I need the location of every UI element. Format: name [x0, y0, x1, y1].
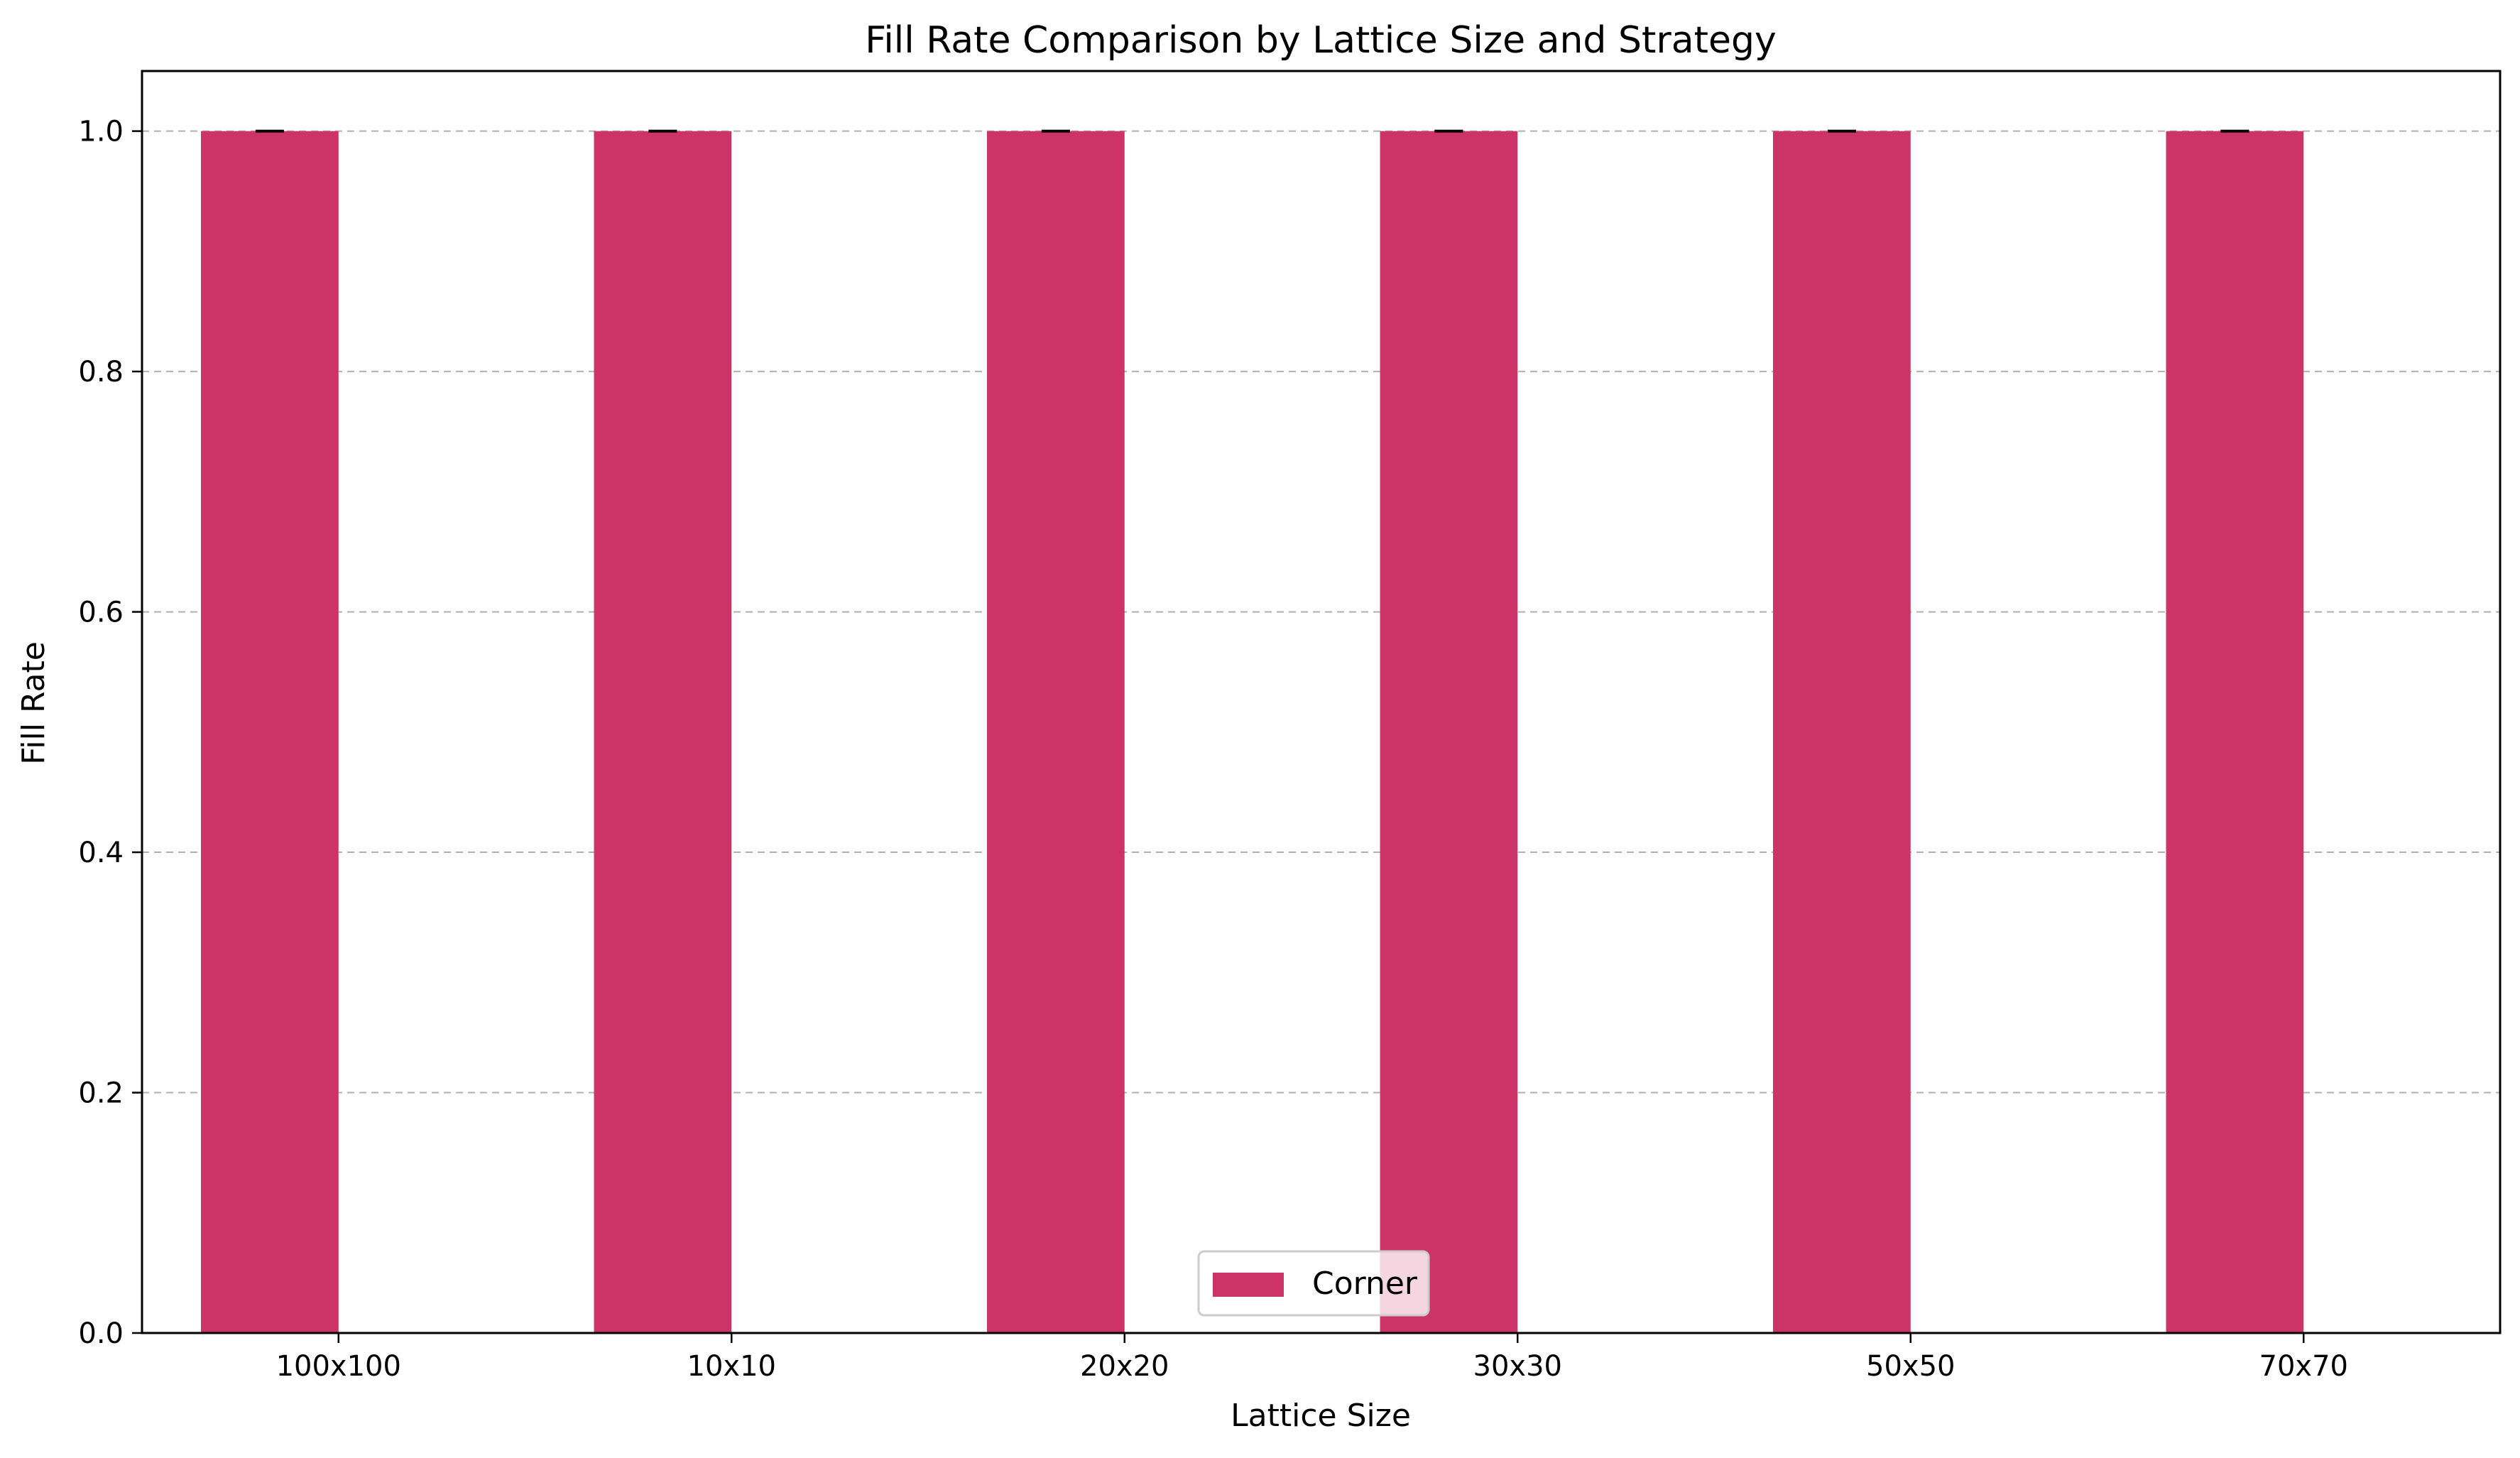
bar-10x10 [594, 131, 732, 1334]
y-tick-label: 1.0 [78, 116, 124, 148]
x-tick-label-20x20: 20x20 [1080, 1350, 1169, 1383]
legend: Corner [1197, 1250, 1430, 1317]
x-tick-label-100x100: 100x100 [276, 1350, 401, 1383]
axes [132, 70, 2502, 1343]
x-tick-label-30x30: 30x30 [1473, 1350, 1562, 1383]
plot-frame [141, 70, 2502, 1334]
y-axis-label: Fill Rate [16, 641, 52, 765]
bar-100x100 [201, 131, 339, 1334]
y-tick-label: 0.0 [78, 1317, 124, 1350]
x-tick-label-70x70: 70x70 [2259, 1350, 2348, 1383]
bar-70x70 [2166, 131, 2304, 1334]
y-tick-label: 0.2 [78, 1077, 124, 1110]
y-tick-label: 0.4 [78, 837, 124, 869]
y-tick-label: 0.8 [78, 356, 124, 388]
bars [201, 131, 2304, 1334]
bar-30x30 [1380, 131, 1518, 1334]
legend-label-corner: Corner [1312, 1266, 1418, 1302]
legend-swatch-corner [1213, 1273, 1284, 1297]
legend-frame [1197, 1250, 1430, 1317]
x-tick-label-10x10: 10x10 [687, 1350, 776, 1383]
tick-labels: 0.0 0.2 0.4 0.6 0.8 1.0 100x100 10x10 20x20 30x30… [78, 116, 2348, 1383]
bar-20x20 [987, 131, 1125, 1334]
x-axis-label: Lattice Size [1231, 1398, 1411, 1434]
x-tick-label-50x50: 50x50 [1866, 1350, 1955, 1383]
bar-50x50 [1773, 131, 1911, 1334]
chart-title: Fill Rate Comparison by Lattice Size and… [865, 19, 1777, 62]
y-tick-label: 0.6 [78, 597, 124, 629]
